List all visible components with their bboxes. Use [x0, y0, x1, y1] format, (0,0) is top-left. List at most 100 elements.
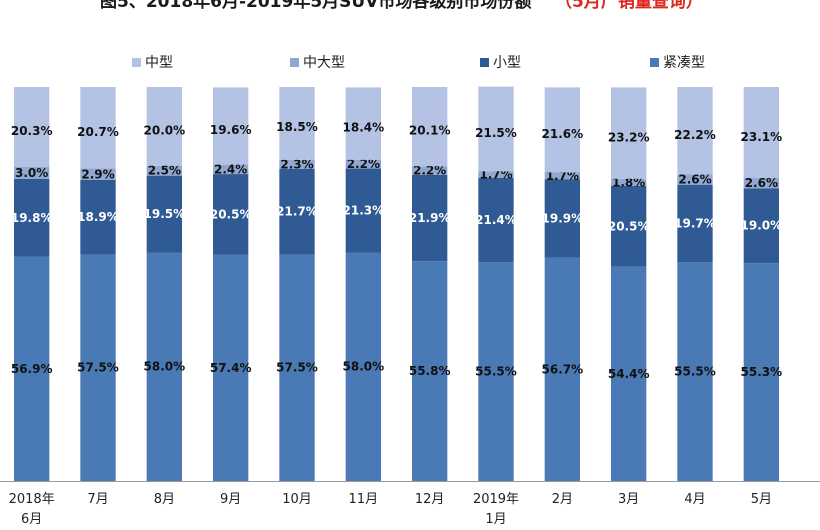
legend-swatch-1 [132, 58, 141, 67]
bar-segment-3-4 [213, 164, 249, 175]
bar-segment-3-12 [743, 178, 779, 189]
chart-title: 图5、2018年6月-2019年5月SUV市场各级别市场份额 [100, 0, 531, 12]
data-label-2-2: 18.9% [77, 210, 119, 224]
bar-segment-2-11 [677, 184, 713, 263]
x-tick-label-8-1: 2019年 [473, 492, 519, 507]
data-label-2-10: 20.5% [608, 219, 650, 233]
data-label-1-1: 56.9% [11, 362, 53, 376]
data-label-2-1: 19.8% [11, 211, 53, 225]
data-label-3-5: 2.3% [280, 157, 313, 171]
bar-segment-2-7 [412, 174, 448, 262]
data-label-1-2: 57.5% [77, 361, 119, 375]
data-label-4-1: 20.3% [11, 124, 53, 138]
data-label-4-10: 23.2% [608, 131, 650, 145]
data-label-2-12: 19.0% [741, 219, 783, 233]
x-tick-label-8-2: 1月 [485, 512, 506, 527]
legend-label-3: 小型 [493, 55, 521, 71]
bar-segment-3-2 [80, 168, 116, 180]
bar-segment-2-8 [478, 178, 514, 263]
bar-segment-4-3 [146, 87, 182, 166]
bar-segment-4-1 [14, 87, 50, 167]
data-label-2-7: 21.9% [409, 211, 451, 225]
data-label-4-4: 19.6% [210, 123, 252, 137]
bar-segment-1-6 [345, 252, 381, 481]
data-label-4-9: 21.6% [542, 127, 584, 141]
bar-segment-2-1 [14, 178, 50, 257]
bar-segment-1-7 [412, 261, 448, 481]
bar-segment-4-12 [743, 87, 779, 179]
data-label-1-4: 57.4% [210, 361, 252, 375]
data-label-4-3: 20.0% [144, 123, 186, 137]
data-label-3-2: 2.9% [81, 167, 114, 181]
data-label-1-3: 58.0% [144, 360, 186, 374]
bar-segment-1-12 [743, 263, 779, 481]
data-label-3-3: 2.5% [148, 164, 181, 178]
x-axis: 2018年 6月 7月 8月 9月 10月 11月 12月 2019年 1月 2月 3月 4月 5月 [0, 481, 820, 527]
legend-swatch-3 [480, 58, 489, 67]
data-label-2-3: 19.5% [144, 207, 186, 221]
bar-segment-3-10 [611, 178, 647, 186]
bar-segment-1-8 [478, 262, 514, 481]
legend-swatch-4 [650, 58, 659, 67]
bar-segment-2-12 [743, 188, 779, 264]
bar-segment-2-6 [345, 168, 381, 253]
bar-segment-2-10 [611, 185, 647, 267]
bar-segment-2-2 [80, 179, 116, 255]
bar-segment-2-9 [544, 179, 580, 258]
legend: 中型 中大型 小型 紧凑型 [132, 54, 705, 71]
x-tick-label-1-2: 6月 [21, 512, 42, 527]
x-tick-label-11: 4月 [684, 492, 705, 507]
legend-swatch-2 [290, 58, 299, 67]
legend-label-4: 紧凑型 [663, 54, 705, 71]
legend-label-2: 中大型 [303, 55, 345, 71]
data-label-3-6: 2.2% [347, 157, 380, 171]
data-label-1-10: 54.4% [608, 367, 650, 381]
x-tick-label-10: 3月 [618, 492, 639, 507]
bar-segment-3-3 [146, 165, 182, 176]
x-tick-label-5: 10月 [282, 492, 312, 507]
bar-segment-3-11 [677, 174, 713, 185]
data-label-3-10: 1.8% [612, 175, 645, 189]
data-label-3-12: 2.6% [745, 176, 778, 190]
x-tick-label-3: 8月 [154, 492, 175, 507]
data-label-4-7: 20.1% [409, 124, 451, 138]
x-tick-label-12: 5月 [751, 492, 772, 507]
data-label-2-9: 19.9% [542, 211, 584, 225]
bar-segment-1-11 [677, 262, 713, 481]
bar-segment-3-5 [279, 159, 315, 169]
data-label-4-12: 23.1% [741, 130, 783, 144]
x-tick-label-7: 12月 [415, 492, 445, 507]
data-label-2-8: 21.4% [475, 213, 517, 227]
data-label-4-5: 18.5% [276, 120, 318, 134]
bar-segment-4-7 [412, 87, 448, 167]
data-label-3-4: 2.4% [214, 162, 247, 176]
data-label-1-8: 55.5% [475, 365, 517, 379]
bar-segment-3-7 [412, 166, 448, 175]
bar-segment-1-3 [146, 252, 182, 481]
bar-segment-1-10 [611, 266, 647, 481]
data-label-2-4: 20.5% [210, 207, 252, 221]
data-label-2-11: 19.7% [674, 217, 716, 231]
data-label-1-6: 58.0% [343, 360, 385, 374]
bar-segment-3-9 [544, 172, 580, 180]
data-label-4-8: 21.5% [475, 126, 517, 140]
bar-segment-4-6 [345, 87, 381, 160]
x-tick-label-1-1: 2018年 [9, 492, 55, 507]
bar-segment-3-6 [345, 159, 381, 169]
bar-segment-1-2 [80, 254, 116, 481]
bar-segment-4-11 [677, 87, 713, 175]
chart-title-highlight: （5月广销量查询） [555, 0, 703, 12]
data-label-3-7: 2.2% [413, 164, 446, 178]
bar-segment-4-8 [478, 86, 514, 172]
bar-segment-4-2 [80, 87, 116, 169]
bar-segment-2-3 [146, 175, 182, 253]
bar-segment-1-1 [14, 256, 50, 481]
plot-area: 56.9% 19.8% 3.0% 20.3% 57.5% 18.9% 2.9% 20.7% 58… [11, 86, 783, 481]
bar-segment-4-10 [611, 87, 647, 179]
x-tick-label-9: 2月 [552, 492, 573, 507]
data-label-1-11: 55.5% [674, 365, 716, 379]
legend-label-1: 中型 [145, 55, 173, 71]
x-tick-label-2: 7月 [87, 492, 108, 507]
